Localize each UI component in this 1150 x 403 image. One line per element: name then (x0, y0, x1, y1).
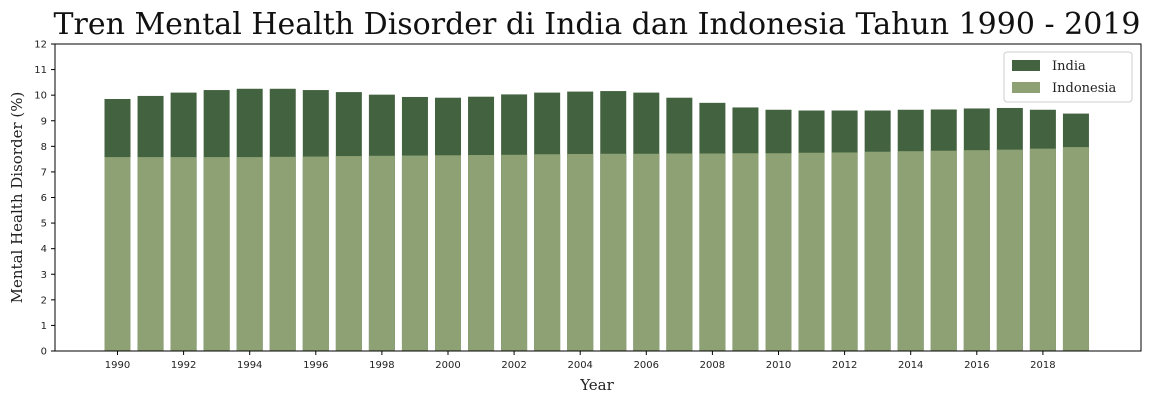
y-tick-label: 7 (41, 167, 47, 178)
bar-indonesia-1992 (170, 157, 197, 351)
bar-indonesia-1997 (335, 156, 362, 351)
x-axis-label: Year (579, 376, 614, 394)
bar-indonesia-1993 (203, 157, 230, 351)
x-tick-label: 2004 (567, 360, 592, 371)
bar-indonesia-2009 (732, 153, 759, 351)
x-tick-label: 1992 (171, 360, 196, 371)
legend: India Indonesia (1003, 51, 1133, 103)
x-axis: 1990 1992 1994 1996 1998 2000 2002 2004 2006 2008… (105, 351, 1056, 371)
y-axis-label: Mental Health Disorder (%) (8, 92, 26, 304)
y-tick-label: 6 (41, 193, 47, 204)
bar-indonesia-1995 (269, 156, 296, 351)
x-tick-label: 2014 (898, 360, 923, 371)
y-tick-label: 8 (41, 142, 47, 153)
y-tick-label: 4 (41, 244, 47, 255)
x-tick-label: 2010 (766, 360, 791, 371)
bar-indonesia-2000 (435, 155, 461, 351)
x-tick-label: 2000 (435, 360, 460, 371)
bar-indonesia-1990 (104, 157, 131, 351)
x-tick-label: 2018 (1030, 360, 1055, 371)
bar-indonesia-2011 (798, 152, 825, 351)
bar-indonesia-2005 (600, 153, 627, 351)
x-tick-label: 2002 (501, 360, 526, 371)
chart-title: Tren Mental Health Disorder di India dan… (54, 7, 1141, 42)
y-tick-label: 0 (41, 347, 47, 358)
bar-indonesia-1994 (236, 157, 263, 351)
x-tick-label: 1998 (369, 360, 394, 371)
bar-indonesia-2012 (831, 152, 858, 351)
y-tick-label: 12 (34, 40, 47, 51)
bar-indonesia-2002 (501, 154, 528, 351)
legend-label-indonesia: Indonesia (1052, 81, 1117, 96)
x-tick-label: 1994 (237, 360, 262, 371)
legend-swatch-indonesia (1012, 82, 1040, 93)
bars-group (104, 88, 1089, 352)
bar-indonesia-2013 (864, 151, 891, 351)
bar-indonesia-2003 (534, 154, 561, 351)
bar-indonesia-2007 (666, 153, 693, 351)
bar-indonesia-2015 (930, 150, 957, 351)
bar-indonesia-2001 (468, 155, 495, 351)
bar-indonesia-1991 (137, 157, 164, 351)
bar-indonesia-2010 (765, 153, 792, 351)
y-tick-label: 11 (34, 65, 47, 76)
y-tick-label: 2 (41, 295, 47, 306)
bar-indonesia-2004 (567, 154, 594, 351)
bar-indonesia-2006 (633, 153, 660, 351)
x-tick-label: 2006 (634, 360, 659, 371)
bar-indonesia-2018 (1029, 148, 1056, 351)
legend-label-india: India (1052, 59, 1086, 74)
bar-indonesia-1998 (368, 155, 395, 351)
legend-swatch-india (1012, 60, 1040, 71)
y-tick-label: 3 (41, 270, 47, 281)
bar-indonesia-1999 (401, 155, 428, 351)
x-tick-label: 1996 (303, 360, 328, 371)
x-tick-label: 2008 (700, 360, 725, 371)
bar-indonesia-2017 (996, 149, 1023, 351)
bar-indonesia-1996 (302, 156, 329, 351)
bar-indonesia-2019 (1062, 147, 1089, 351)
y-tick-label: 5 (41, 219, 47, 230)
y-tick-label: 10 (34, 91, 47, 102)
y-tick-label: 9 (41, 116, 47, 127)
x-tick-label: 2012 (832, 360, 857, 371)
bar-indonesia-2016 (963, 150, 990, 351)
x-tick-label: 1990 (105, 360, 130, 371)
x-tick-label: 2016 (964, 360, 989, 371)
bar-indonesia-2008 (699, 153, 726, 351)
bar-indonesia-2014 (897, 151, 924, 351)
y-tick-label: 1 (41, 321, 47, 332)
